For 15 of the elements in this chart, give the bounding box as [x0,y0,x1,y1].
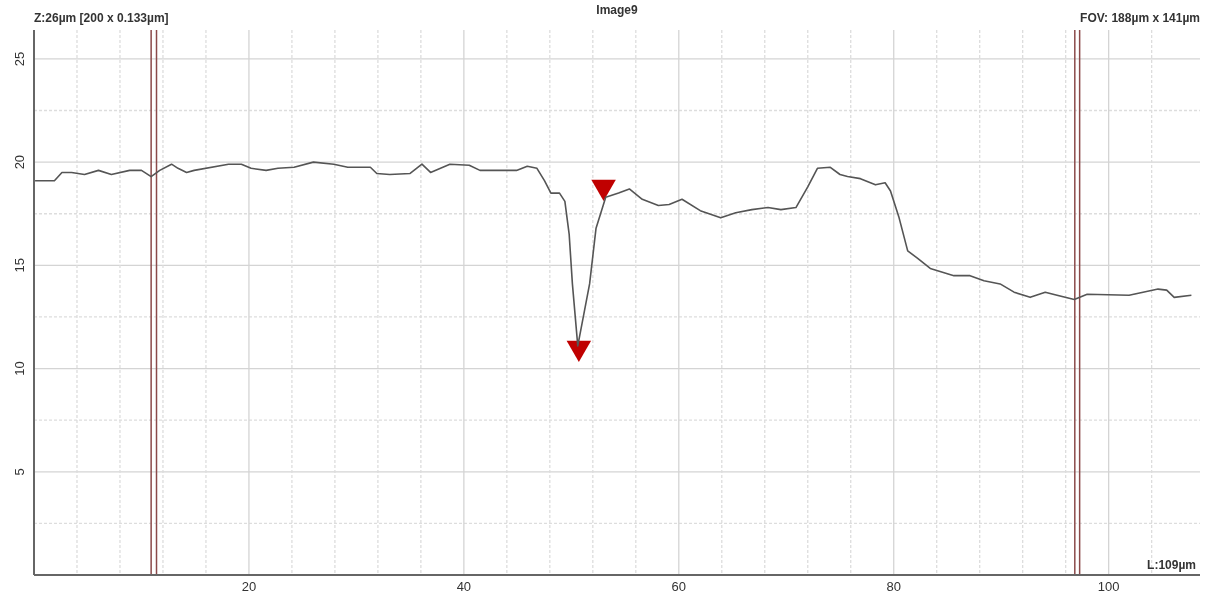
y-tick-label: 5 [12,468,27,476]
y-tick-label: 10 [12,361,27,376]
chart-title: Image9 [596,3,638,17]
x-tick-label: 20 [241,579,257,594]
y-tick-label: 25 [12,51,27,67]
line-series [34,161,1193,347]
x-tick-label: 60 [671,579,687,594]
y-tick-label: 15 [12,258,27,273]
x-tick-label: 40 [456,579,472,594]
text: Z:26µm [200 x 0.133µm] [34,11,169,25]
y-tick-label: 20 [12,154,27,170]
text: FOV: 188µm x 141µm [1080,11,1200,25]
x-tick-label: 100 [1097,579,1120,594]
annotation: L:109µm [1147,558,1196,572]
x-tick-label: 80 [886,579,901,594]
